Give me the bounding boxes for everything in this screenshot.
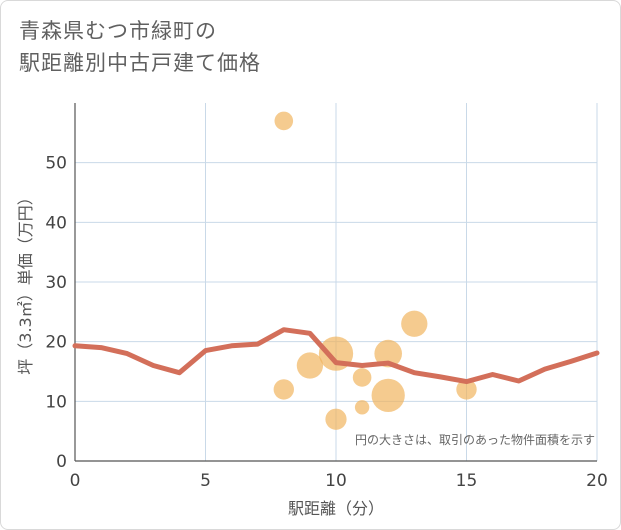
x-tick-label: 5: [200, 471, 211, 491]
x-tick-label: 20: [586, 471, 608, 491]
bubble-size-note: 円の大きさは、取引のあった物件面積を示す: [355, 432, 595, 447]
chart-title-line1: 青森県むつ市緑町の: [19, 19, 217, 43]
chart-title-line2: 駅距離別中古戸建て価格: [19, 51, 261, 75]
data-bubble: [325, 408, 347, 430]
data-bubble: [352, 368, 372, 387]
x-tick-label: 0: [70, 471, 81, 491]
y-tick-label: 0: [56, 452, 67, 472]
y-tick-label: 30: [45, 273, 67, 293]
x-tick-label: 10: [325, 471, 347, 491]
data-bubble: [296, 352, 324, 379]
data-bubble: [273, 379, 294, 400]
y-tick-label: 10: [45, 392, 67, 412]
data-bubble: [371, 378, 405, 413]
data-bubble: [354, 400, 370, 415]
data-bubble: [456, 379, 477, 400]
y-tick-label: 20: [45, 333, 67, 353]
data-bubble: [274, 111, 294, 131]
data-bubble: [374, 339, 402, 368]
data-bubble: [401, 310, 428, 337]
y-axis-label: 坪（3.3㎡）単価（万円）: [16, 189, 35, 374]
y-tick-label: 50: [45, 154, 67, 174]
x-axis-label: 駅距離（分）: [288, 499, 384, 518]
average-price-line: [72, 327, 600, 385]
y-tick-label: 40: [45, 213, 67, 233]
chart-title: 青森県むつ市緑町の 駅距離別中古戸建て価格: [19, 15, 261, 79]
x-tick-label: 15: [456, 471, 478, 491]
